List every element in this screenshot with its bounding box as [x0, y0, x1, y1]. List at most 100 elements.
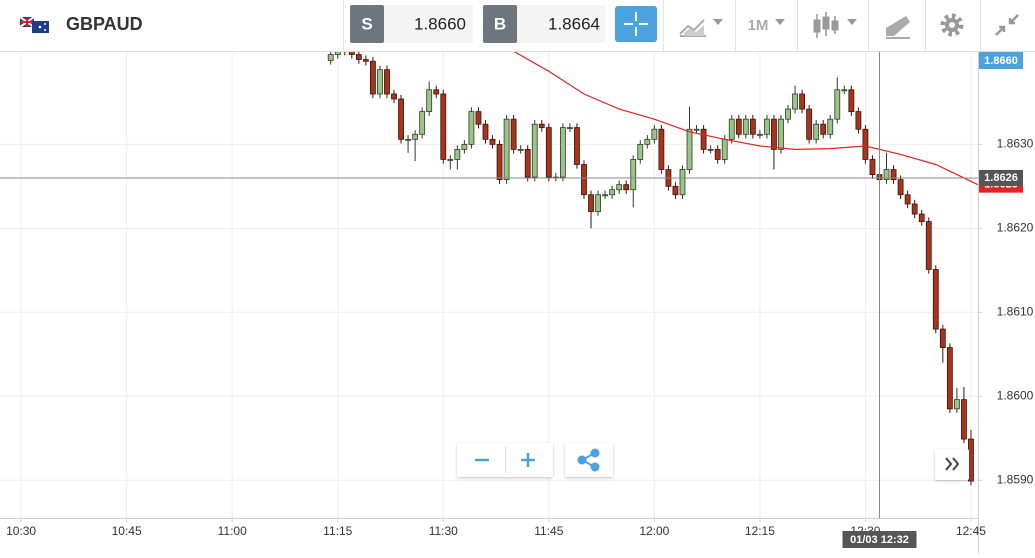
share-box	[565, 443, 613, 477]
candle-body	[447, 159, 454, 161]
candle-body	[883, 169, 890, 181]
candle-body	[637, 143, 644, 160]
y-tick-label: 1.8600	[997, 388, 1034, 402]
zoom-in-button[interactable]	[521, 453, 535, 467]
candle-body	[778, 118, 784, 150]
toolbar: GBPAUD S 1.8660 B 1.8664 1M	[0, 0, 1035, 52]
candle-body	[581, 164, 587, 196]
x-tick-label: 11:30	[429, 524, 458, 538]
candle-body	[355, 54, 362, 60]
y-tick-label: 1.8620	[997, 220, 1034, 234]
candle-body	[644, 138, 651, 145]
candle-body	[559, 127, 566, 178]
candle-body	[327, 54, 334, 61]
candle-body	[939, 328, 946, 348]
sell-button[interactable]: S 1.8660	[350, 5, 473, 43]
buy-button[interactable]: B 1.8664	[483, 5, 605, 43]
candle-body	[841, 89, 848, 92]
axes: 1.8630 1.8620 1.8610 1.8600 1.8590 10:30 10:45…	[6, 137, 1034, 539]
timeframe-button[interactable]: 1M	[748, 17, 785, 34]
candle-body	[834, 89, 841, 120]
candle-body	[588, 194, 594, 212]
candle-body	[961, 399, 967, 440]
candle-body	[946, 347, 953, 410]
buy-price[interactable]: 1.8664	[548, 14, 600, 33]
sell-label[interactable]: S	[361, 14, 372, 33]
zoom-controls	[457, 443, 969, 480]
candle-body	[771, 118, 777, 150]
crosshair-time-label: 01/03 12:32	[850, 534, 909, 546]
candle-body	[419, 111, 426, 135]
candle-body	[721, 138, 728, 160]
candle-body	[862, 128, 869, 160]
x-tick-label: 11:45	[534, 524, 563, 538]
candle-body	[623, 184, 630, 191]
candle-body	[904, 194, 911, 205]
candle-body	[602, 194, 608, 197]
candle-body	[517, 148, 524, 151]
x-tick-label: 10:30	[6, 524, 36, 538]
candle-body	[785, 108, 791, 120]
candle-body	[538, 123, 545, 128]
x-tick-label: 10:45	[112, 524, 142, 538]
collapse-button[interactable]	[995, 14, 1019, 36]
candle-body	[820, 123, 827, 135]
crosshair-button[interactable]	[615, 6, 657, 42]
y-tick-label: 1.8630	[997, 137, 1034, 151]
candle-body	[510, 118, 517, 150]
scroll-box	[935, 449, 969, 480]
candle-body	[968, 438, 974, 482]
grid	[0, 52, 978, 518]
draw-tools-button[interactable]	[886, 16, 910, 39]
candle-body	[609, 189, 616, 196]
candle-body	[440, 93, 447, 160]
candle-body	[742, 118, 749, 135]
candle-body	[897, 179, 904, 196]
candle-body	[686, 128, 693, 170]
candle-body	[348, 52, 355, 55]
y-tick-label: 1.8590	[997, 472, 1034, 486]
settings-button[interactable]	[940, 13, 964, 37]
candle-body	[764, 118, 770, 135]
candle-body	[524, 148, 531, 178]
candle-body	[616, 184, 623, 191]
y-tick-label: 1.8610	[997, 304, 1034, 318]
candle-body	[461, 143, 468, 150]
candle-body	[799, 93, 806, 110]
candle-body	[454, 148, 461, 160]
candle-body	[792, 93, 798, 110]
candle-body	[545, 127, 552, 178]
flag-icon	[19, 16, 49, 33]
candle-body	[918, 213, 925, 223]
candle-body	[496, 143, 503, 181]
candle-body	[869, 159, 876, 175]
candle-body	[658, 128, 665, 170]
candle-body	[693, 128, 700, 131]
candle-body	[953, 399, 960, 410]
candle-body	[412, 133, 419, 140]
chart-type-button[interactable]	[679, 19, 723, 37]
crosshair-price-box	[979, 169, 1023, 186]
moving-average-line	[513, 52, 978, 186]
x-tick-label: 11:15	[323, 524, 352, 538]
candle-body	[672, 185, 679, 196]
sell-price[interactable]: 1.8660	[414, 14, 466, 33]
candle-body	[362, 59, 369, 62]
x-tick-label: 11:00	[218, 524, 247, 538]
candle-body	[756, 133, 763, 136]
plot-area	[327, 52, 978, 486]
scroll-to-end-button[interactable]	[945, 457, 960, 471]
timeframe[interactable]: 1M	[748, 17, 769, 34]
candle-body	[377, 69, 383, 95]
candle-body	[426, 89, 433, 113]
share-button[interactable]	[577, 448, 600, 472]
buy-label[interactable]: B	[494, 14, 506, 33]
x-tick-label: 12:15	[745, 524, 775, 538]
candle-body	[735, 118, 742, 135]
candle-body	[334, 52, 341, 55]
candle-body	[932, 269, 939, 330]
candle-body	[489, 138, 496, 145]
candle-body	[630, 159, 637, 191]
candle-type-button[interactable]	[813, 12, 857, 38]
